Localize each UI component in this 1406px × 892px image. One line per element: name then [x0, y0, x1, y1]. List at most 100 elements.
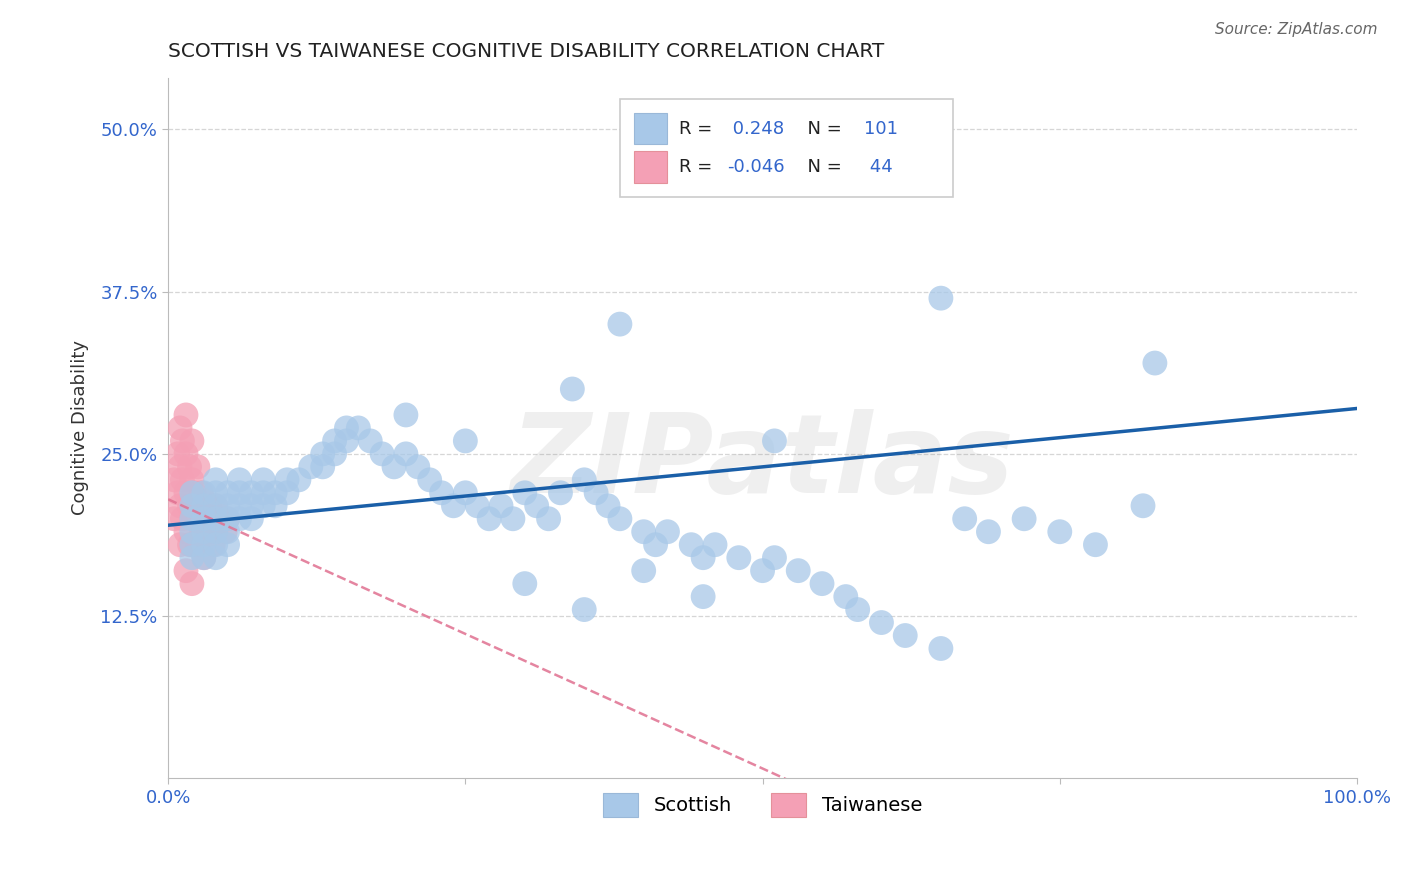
Point	[174, 447, 197, 461]
Point	[312, 459, 335, 474]
Point	[489, 499, 512, 513]
Point	[763, 550, 786, 565]
Point	[187, 459, 209, 474]
Point	[835, 590, 858, 604]
Point	[264, 499, 287, 513]
Point	[163, 473, 186, 487]
Point	[198, 499, 221, 513]
Point	[574, 473, 596, 487]
Text: R =: R =	[679, 158, 718, 177]
Point	[179, 538, 201, 552]
Point	[465, 499, 488, 513]
Point	[202, 512, 225, 526]
Point	[252, 485, 274, 500]
Bar	[634, 151, 668, 183]
Point	[190, 485, 212, 500]
Point	[335, 434, 357, 448]
Point	[204, 485, 226, 500]
Point	[169, 499, 191, 513]
Text: -0.046: -0.046	[727, 158, 785, 177]
Point	[276, 473, 298, 487]
Text: 101: 101	[863, 120, 897, 137]
Point	[193, 485, 215, 500]
Point	[181, 512, 204, 526]
Point	[166, 485, 188, 500]
Point	[204, 538, 226, 552]
Point	[561, 382, 583, 396]
Point	[953, 512, 976, 526]
Point	[174, 524, 197, 539]
Point	[179, 499, 201, 513]
Point	[193, 499, 215, 513]
Point	[181, 473, 204, 487]
Point	[181, 499, 204, 513]
Point	[204, 512, 226, 526]
Point	[183, 512, 205, 526]
Point	[846, 602, 869, 616]
Point	[406, 459, 429, 474]
Point	[692, 590, 714, 604]
Point	[174, 564, 197, 578]
Point	[335, 421, 357, 435]
Point	[371, 447, 394, 461]
FancyBboxPatch shape	[620, 99, 953, 197]
Point	[526, 499, 548, 513]
Point	[430, 485, 453, 500]
Point	[187, 538, 209, 552]
Point	[751, 564, 773, 578]
Point	[172, 434, 194, 448]
Point	[179, 459, 201, 474]
Point	[382, 459, 405, 474]
Point	[211, 512, 233, 526]
Point	[347, 421, 370, 435]
Point	[633, 524, 655, 539]
Point	[181, 434, 204, 448]
Point	[204, 499, 226, 513]
Point	[537, 512, 560, 526]
Point	[181, 485, 204, 500]
Point	[193, 499, 215, 513]
Point	[193, 550, 215, 565]
Text: Source: ZipAtlas.com: Source: ZipAtlas.com	[1215, 22, 1378, 37]
Point	[240, 499, 263, 513]
Point	[181, 550, 204, 565]
Point	[204, 473, 226, 487]
Point	[929, 641, 952, 656]
Point	[478, 512, 501, 526]
Point	[585, 485, 607, 500]
Point	[198, 524, 221, 539]
Text: 0.248: 0.248	[727, 120, 785, 137]
Point	[513, 576, 536, 591]
Text: 44: 44	[863, 158, 893, 177]
Text: R =: R =	[679, 120, 718, 137]
Point	[276, 485, 298, 500]
Point	[195, 512, 218, 526]
Point	[181, 524, 204, 539]
Point	[288, 473, 311, 487]
Point	[513, 485, 536, 500]
Point	[1132, 499, 1154, 513]
Point	[169, 421, 191, 435]
Point	[193, 550, 215, 565]
Point	[181, 538, 204, 552]
Point	[454, 434, 477, 448]
Point	[870, 615, 893, 630]
Point	[193, 538, 215, 552]
Point	[894, 628, 917, 642]
Point	[172, 512, 194, 526]
Point	[787, 564, 810, 578]
Point	[657, 524, 679, 539]
Text: N =: N =	[796, 158, 848, 177]
Point	[550, 485, 572, 500]
Point	[252, 499, 274, 513]
Point	[502, 512, 524, 526]
Point	[395, 408, 418, 422]
Point	[217, 485, 239, 500]
Point	[166, 447, 188, 461]
Point	[204, 550, 226, 565]
Point	[190, 524, 212, 539]
Point	[929, 291, 952, 305]
Point	[644, 538, 666, 552]
Point	[228, 512, 250, 526]
Point	[574, 602, 596, 616]
